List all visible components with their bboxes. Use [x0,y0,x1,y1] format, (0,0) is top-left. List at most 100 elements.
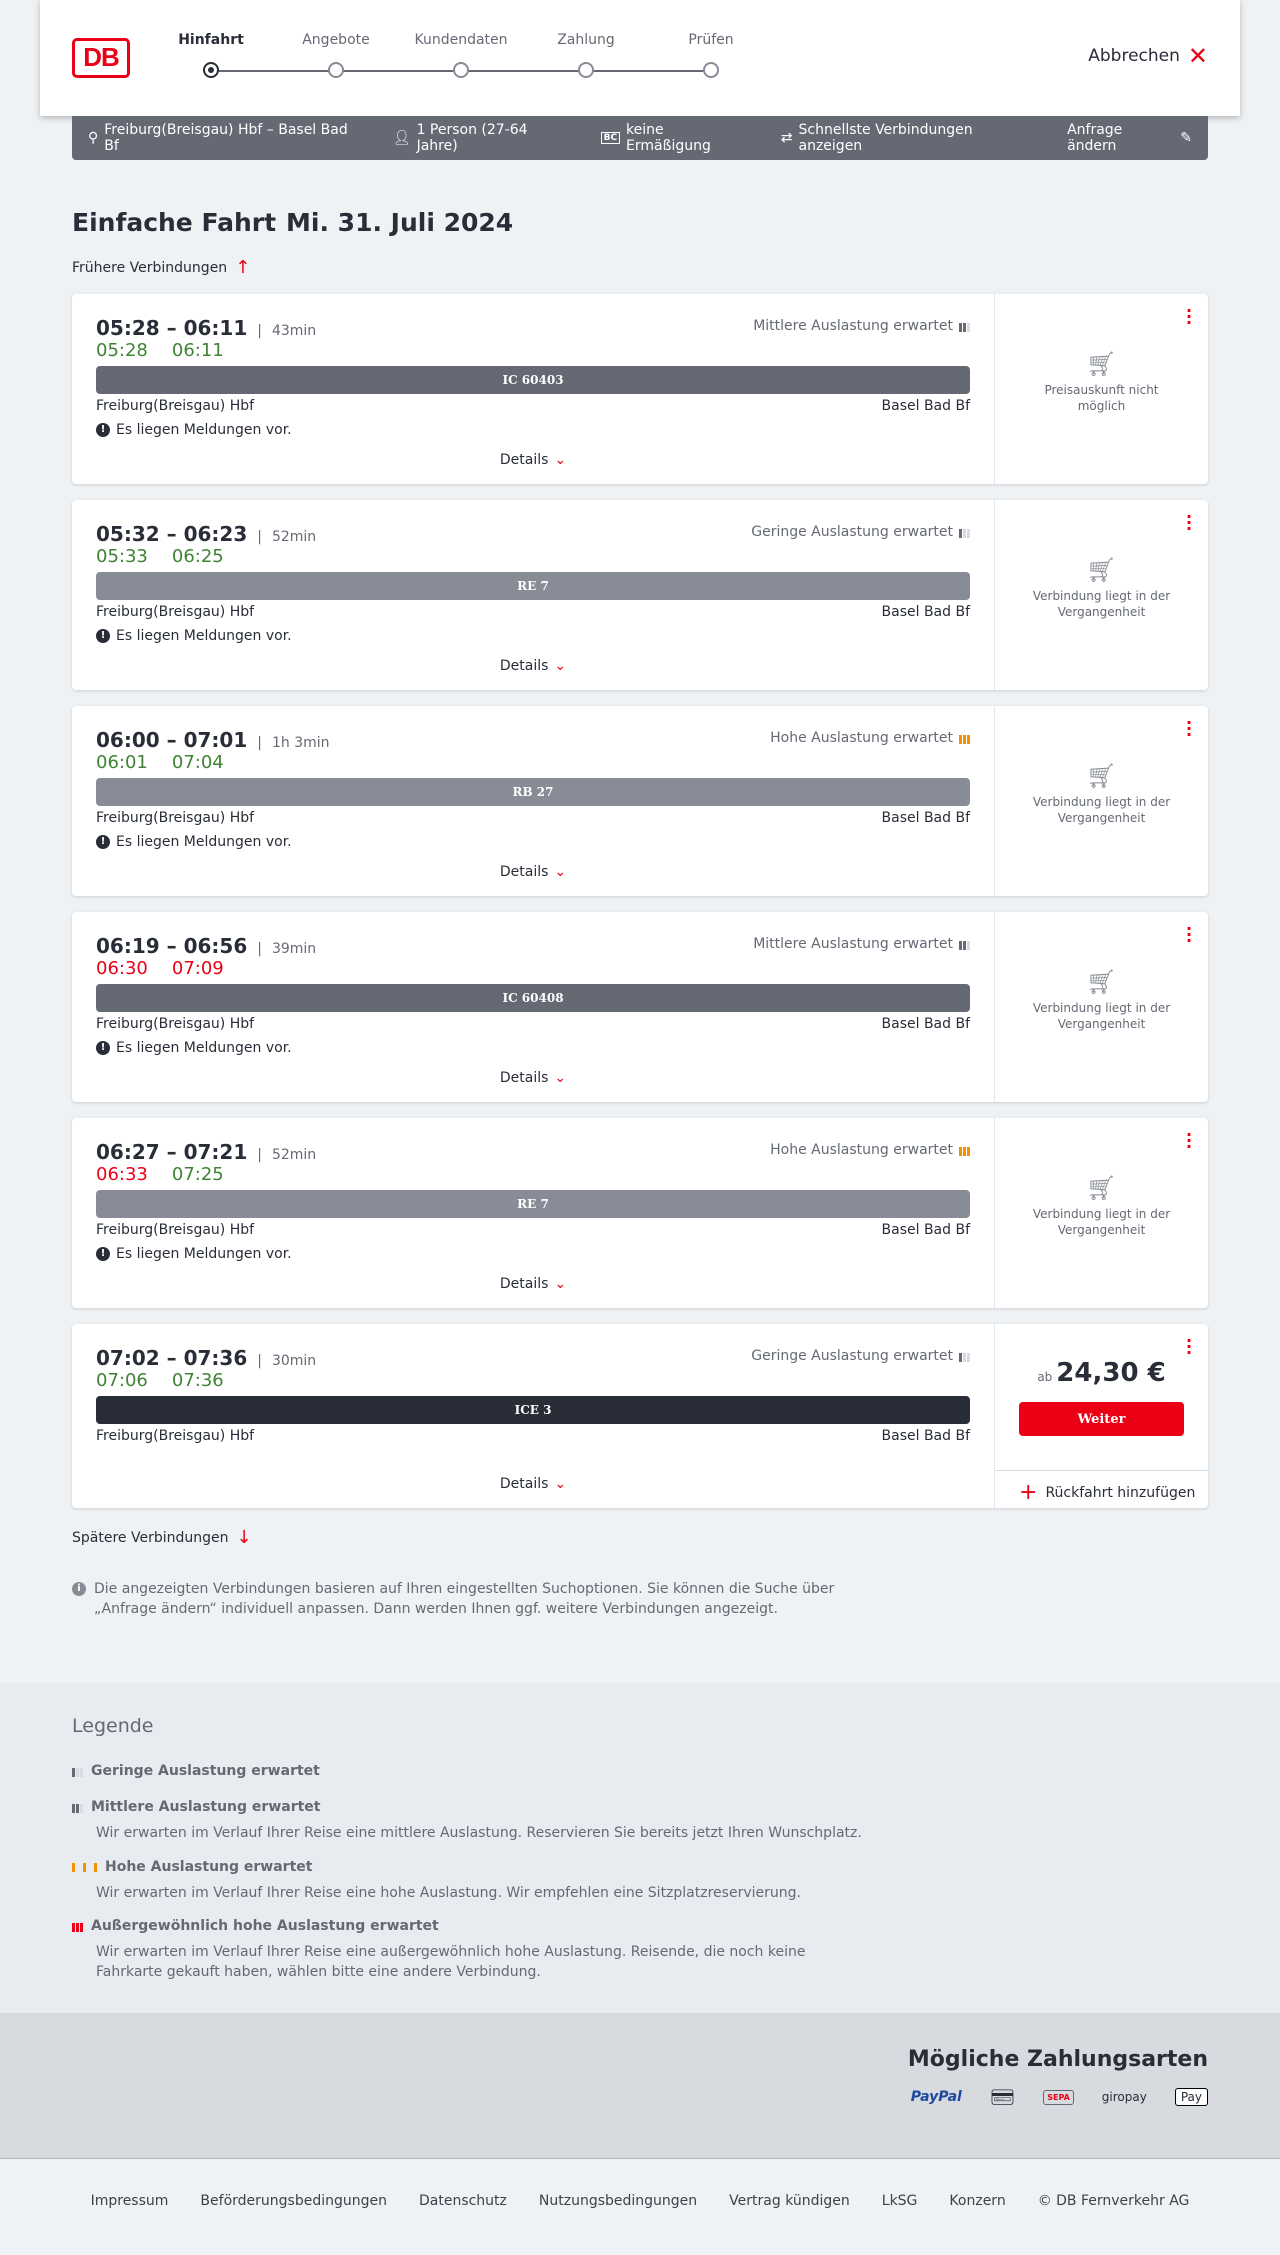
time-range: 06:19 – 06:56 [96,934,248,958]
details-label: Details [499,1070,549,1086]
details-toggle[interactable]: Details ⌄ [96,1476,970,1492]
details-label: Details [499,658,549,674]
departure-station: Freiburg(Breisgau) Hbf [96,604,255,620]
realtime-arrival: 06:11 [171,340,224,361]
realtime-times: 07:06 07:36 [96,1370,224,1391]
occupancy-icon [959,320,970,332]
realtime-times: 05:33 06:25 [96,546,224,567]
bahncard-icon: BC [600,132,621,144]
occupancy-high-icon [72,1861,97,1873]
details-label: Details [499,1276,549,1292]
db-logo[interactable]: DB [72,38,130,78]
footer-link-nutzungsbedingungen[interactable]: Nutzungsbedingungen [538,2193,698,2209]
details-toggle[interactable]: Details ⌄ [96,452,970,468]
paypal-icon: PayPal [910,2089,962,2105]
fastest-text: Schnellste Verbindungen anzeigen [798,122,973,154]
price-info-text: Verbindung liegt in der Vergangenheit [1032,795,1171,825]
later-connections-link[interactable]: Spätere Verbindungen ↓ [72,1527,252,1548]
details-toggle[interactable]: Details ⌄ [96,1070,970,1086]
credit-card-icon: 💳︎ [989,2085,1016,2109]
train-bar[interactable]: IC 60403 [96,366,970,394]
info-icon: i [72,1582,86,1596]
info-note: i Die angezeigten Verbindungen basieren a… [72,1579,852,1619]
legend-item-text: Wir erwarten im Verlauf Ihrer Reise eine… [96,1944,806,1980]
more-options-icon[interactable]: · · · [1186,1331,1193,1362]
edit-label: Anfrage ändern [1067,122,1123,154]
chevron-down-icon: ⌄ [554,1476,567,1492]
details-toggle[interactable]: Details ⌄ [96,658,970,674]
train-bar[interactable]: RE 7 [96,572,970,600]
copyright: © DB Fernverkehr AG [1037,2193,1190,2209]
route-info: ⚲ Freiburg(Breisgau) Hbf – Basel Bad Bf [88,122,363,154]
offer-panel: · · · 🛒︎ Verbindung liegt in der Vergangenh… [994,1118,1208,1308]
train-bar[interactable]: RE 7 [96,1190,970,1218]
connection-info: 05:28 – 06:11 | 43min 05:28 06:11 Mittlere … [96,294,970,484]
edit-request-button[interactable]: Anfrage ändern ✎ [1067,122,1192,154]
occupancy-icon [959,732,970,744]
footer-link-befoerderungsbedingungen[interactable]: Beförderungsbedingungen [200,2193,387,2209]
note-text: Die angezeigten Verbindungen basieren au… [94,1581,835,1617]
offer-panel: · · · 🛒︎ Verbindung liegt in der Vergangenh… [994,500,1208,690]
chevron-down-icon: ⌄ [554,1276,567,1292]
arrival-station: Basel Bad Bf [881,1222,970,1238]
scheduled-times: 05:28 – 06:11 | 43min [96,316,316,340]
footer-link-vertrag-kuendigen[interactable]: Vertrag kündigen [729,2193,850,2209]
more-options-icon[interactable]: · · · [1186,301,1193,332]
trip-type: Einfache Fahrt [72,208,277,237]
chevron-down-icon: ⌄ [554,864,567,880]
realtime-times: 06:30 07:09 [96,958,224,979]
offer-panel: · · · 🛒︎ Preisauskunft nicht möglich [994,294,1208,484]
time-range: 06:00 – 07:01 [96,728,248,752]
more-options-icon[interactable]: · · · [1186,919,1193,950]
close-icon: ✕ [1187,42,1208,70]
footer-link-impressum[interactable]: Impressum [90,2193,169,2209]
alert-icon: ! [96,423,110,437]
add-return-trip-button[interactable]: + Rückfahrt hinzufügen [995,1470,1208,1514]
duration: 30min [271,1353,317,1369]
duration: 39min [271,941,317,957]
price-unavailable: 🛒︎ Preisauskunft nicht möglich [995,352,1208,414]
train-bar[interactable]: ICE 3 [96,1396,970,1424]
arrow-down-icon: ↓ [236,1527,252,1548]
legend-item-text: Wir erwarten im Verlauf Ihrer Reise eine… [96,1885,801,1901]
earlier-connections-link[interactable]: Frühere Verbindungen ↑ [72,257,250,278]
route-text: Freiburg(Breisgau) Hbf – Basel Bad Bf [104,122,348,154]
alert-icon: ! [96,1041,110,1055]
occupancy-very-high-icon [72,1920,83,1932]
notice: ! Es liegen Meldungen vor. [96,1246,292,1262]
realtime-departure: 07:06 [96,1370,148,1391]
more-options-icon[interactable]: · · · [1186,507,1193,538]
footer-link-konzern[interactable]: Konzern [949,2193,1006,2209]
cancel-button[interactable]: Abbrechen ✕ [1088,42,1208,70]
notice: ! Es liegen Meldungen vor. [96,1040,292,1056]
duration: 43min [271,323,317,339]
connection-info: 07:02 – 07:36 | 30min 07:06 07:36 Geringe A… [96,1324,970,1508]
notice-text: Es liegen Meldungen vor. [116,1040,292,1056]
footer-link-lksg[interactable]: LkSG [881,2193,918,2209]
price-value: 24,30 € [1056,1358,1166,1388]
scheduled-times: 06:00 – 07:01 | 1h 3min [96,728,330,752]
details-toggle[interactable]: Details ⌄ [96,1276,970,1292]
train-bar[interactable]: IC 60408 [96,984,970,1012]
connection-card: 06:00 – 07:01 | 1h 3min 06:01 07:04 Hohe Au… [72,706,1208,896]
occupancy-icon [959,526,970,538]
separator: | [257,1353,262,1369]
footer-link-datenschutz[interactable]: Datenschutz [418,2193,507,2209]
realtime-departure: 06:30 [96,958,148,979]
train-bar[interactable]: RB 27 [96,778,970,806]
cart-unavailable-icon: 🛒︎ [1086,762,1117,790]
more-options-icon[interactable]: · · · [1186,713,1193,744]
notice-text: Es liegen Meldungen vor. [116,422,292,438]
continue-button[interactable]: Weiter [1019,1402,1184,1436]
details-toggle[interactable]: Details ⌄ [96,864,970,880]
occupancy-info: Geringe Auslastung erwartet [751,524,970,540]
legend-item-title: Geringe Auslastung erwartet [91,1763,320,1779]
legend-item-text: Wir erwarten im Verlauf Ihrer Reise eine… [96,1825,862,1841]
connection-info: 06:00 – 07:01 | 1h 3min 06:01 07:04 Hohe Au… [96,706,970,896]
step-pruefen: Prüfen [661,32,761,78]
realtime-arrival: 07:09 [171,958,224,979]
more-options-icon[interactable]: · · · [1186,1125,1193,1156]
realtime-arrival: 07:25 [171,1164,224,1185]
cart-unavailable-icon: 🛒︎ [1086,1174,1117,1202]
offer-panel: · · · 🛒︎ Verbindung liegt in der Vergangenh… [994,706,1208,896]
